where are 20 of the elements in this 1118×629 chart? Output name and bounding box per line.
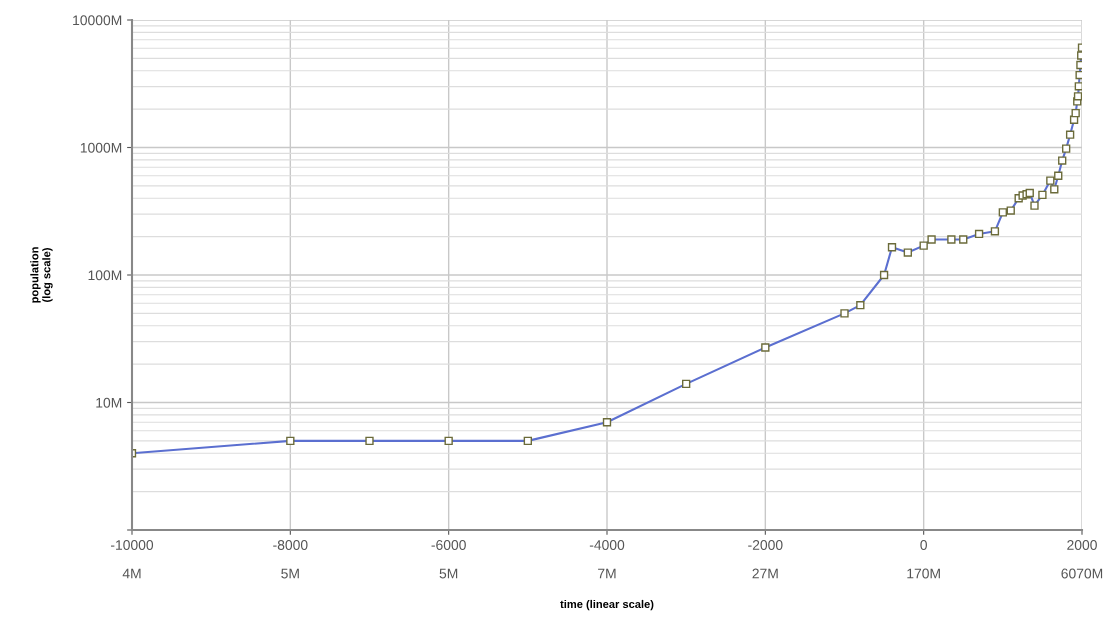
y-tick-label: 100M — [88, 270, 122, 281]
text: 5M — [439, 568, 458, 579]
y-tick-label: 1000M — [80, 142, 122, 153]
x-tick-label: -4000 — [589, 540, 625, 550]
x-tick-label: 0 — [920, 540, 927, 550]
text: 7M — [598, 568, 616, 579]
x-tick-label: 2000 — [1067, 540, 1097, 550]
x-tick-label: -2000 — [748, 540, 783, 550]
text: 27M — [752, 568, 778, 579]
text: 5M — [281, 568, 299, 579]
x-tick-label: -10000 — [111, 540, 154, 550]
y-axis-title: population (log scale) — [30, 247, 53, 303]
x-tick-label: -8000 — [273, 540, 308, 550]
text: 6070M — [1061, 568, 1103, 579]
y-tick-label: 10000M — [73, 15, 122, 26]
text: 4M — [122, 568, 141, 579]
text: 170M — [907, 568, 940, 579]
x-tick-label: -6000 — [431, 540, 466, 550]
x-axis-title: time (linear scale) — [560, 599, 654, 611]
y-tick-label: 10M — [96, 397, 122, 408]
